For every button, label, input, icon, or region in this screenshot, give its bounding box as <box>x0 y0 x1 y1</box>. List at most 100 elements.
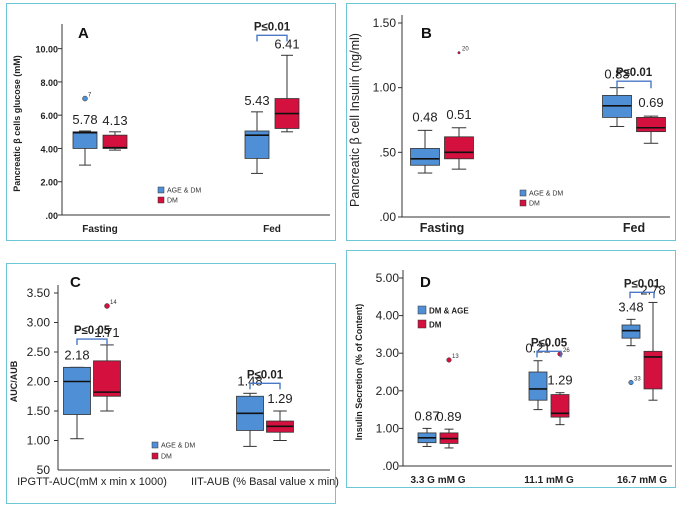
legend-label: DM <box>161 454 172 461</box>
outlier-point <box>628 379 634 386</box>
x-category-label: IPGTT-AUC(mM x min x 1000) <box>17 476 167 488</box>
y-tick-label: 3.00 <box>376 346 400 360</box>
panel-letter: B <box>421 25 432 42</box>
box-value-label: 1.29 <box>547 373 572 388</box>
legend-label: DM & AGE <box>429 307 469 316</box>
x-category-label: IIT-AUB (% Basal value x min) <box>191 476 339 488</box>
legend-swatch <box>157 196 165 204</box>
box-value-label: 1.48 <box>237 373 262 388</box>
y-tick-label: 50 <box>37 463 51 477</box>
legend-label: DM <box>529 201 540 208</box>
legend-label: AGE & DM <box>161 443 195 450</box>
significance-bracket <box>536 350 562 358</box>
y-tick-label: 5.00 <box>376 271 400 285</box>
box <box>72 131 98 149</box>
legend-label: DM <box>167 198 178 205</box>
legend-swatch <box>417 319 427 329</box>
box <box>636 117 666 133</box>
outlier-id: 14 <box>110 300 117 306</box>
y-axis-label: AUC/AUB <box>9 360 19 402</box>
box-value-label: 4.13 <box>102 113 127 128</box>
box <box>93 360 121 397</box>
outlier-point <box>104 303 110 309</box>
significance-bracket <box>256 34 288 42</box>
box <box>621 324 641 339</box>
y-tick-label: 1.00 <box>373 81 397 95</box>
significance-bracket <box>616 80 652 89</box>
box <box>102 134 128 149</box>
x-category-label: Fasting <box>82 224 118 235</box>
panel-letter: D <box>420 274 431 291</box>
y-tick-label: 3.50 <box>27 286 51 300</box>
y-tick-label: 4.00 <box>40 144 58 154</box>
outlier-point <box>82 95 88 102</box>
y-tick-label: 2.00 <box>27 375 51 389</box>
y-axis-label: Insulin Secretion (% of Content) <box>354 304 364 441</box>
significance-bracket <box>249 382 281 390</box>
box <box>63 366 91 415</box>
legend-label: AGE & DM <box>167 188 201 195</box>
p-value-label: P≤0.05 <box>74 325 111 337</box>
legend-label: DM <box>429 321 442 330</box>
box-value-label: 0.83 <box>604 67 629 82</box>
p-value-label: P≤0.01 <box>624 278 661 290</box>
box-value-label: 2.18 <box>64 347 89 362</box>
y-tick-label: .00 <box>379 210 396 224</box>
legend-swatch <box>157 186 165 194</box>
significance-bracket <box>629 291 655 299</box>
y-tick-label: 8.00 <box>40 78 58 88</box>
box-value-label: 5.43 <box>244 93 269 108</box>
y-tick-label: 1.00 <box>376 421 400 435</box>
box-value-label: 0.48 <box>412 109 437 124</box>
outlier-id: 33 <box>634 377 641 383</box>
legend-swatch <box>519 189 527 197</box>
x-category-label: Fed <box>623 221 645 235</box>
outlier-point <box>457 51 461 55</box>
box-value-label: 0.87 <box>414 408 439 423</box>
y-tick-label: .00 <box>382 459 399 473</box>
y-tick-label: .50 <box>379 145 396 159</box>
y-tick-label: 3.00 <box>27 316 51 330</box>
y-tick-label: 4.00 <box>376 309 400 323</box>
box-value-label: 0.51 <box>446 107 471 122</box>
x-category-label: 16.7 mM G <box>617 475 667 486</box>
box-value-label: 3.48 <box>618 299 643 314</box>
box <box>410 148 440 166</box>
y-tick-label: .00 <box>45 211 58 221</box>
y-tick-label: 6.00 <box>40 111 58 121</box>
p-value-label: P≤0.01 <box>616 67 653 79</box>
outlier-id: 26 <box>563 348 570 354</box>
y-tick-label: 10.00 <box>35 45 58 55</box>
p-value-label: P≤0.05 <box>531 337 568 349</box>
box-value-label: 5.78 <box>72 112 97 127</box>
y-axis-label: Pancreatic β cells glucose (mM) <box>12 55 22 192</box>
p-value-label: P≤0.01 <box>247 369 284 381</box>
panel-c <box>6 263 336 504</box>
y-tick-label: 1.50 <box>373 16 397 30</box>
panel-letter: A <box>78 25 89 42</box>
box-value-label: 6.41 <box>274 36 299 51</box>
y-tick-label: 2.00 <box>376 384 400 398</box>
box <box>550 394 570 418</box>
box-value-label: 2.78 <box>640 282 665 297</box>
outlier-id: 13 <box>452 354 459 360</box>
y-axis-label: Pancreatic β cell Insulin (ng/ml) <box>348 33 362 207</box>
legend-swatch <box>151 441 159 449</box>
x-category-label: 11.1 mM G <box>524 475 574 486</box>
panel-b <box>346 3 676 241</box>
p-value-label: P≤0.01 <box>254 21 291 33</box>
y-tick-label: 2.00 <box>40 178 58 188</box>
box-value-label: 1.71 <box>94 325 119 340</box>
panel-letter: C <box>70 274 81 291</box>
panel-d <box>346 250 676 488</box>
box <box>643 350 663 390</box>
x-category-label: Fed <box>263 224 281 235</box>
legend-swatch <box>519 199 527 207</box>
significance-bracket <box>76 338 108 346</box>
outlier-id: 7 <box>88 93 92 99</box>
box-value-label: 1.29 <box>267 391 292 406</box>
outlier-point <box>446 357 452 363</box>
box-value-label: 0.89 <box>436 409 461 424</box>
y-tick-label: 1.00 <box>27 434 51 448</box>
